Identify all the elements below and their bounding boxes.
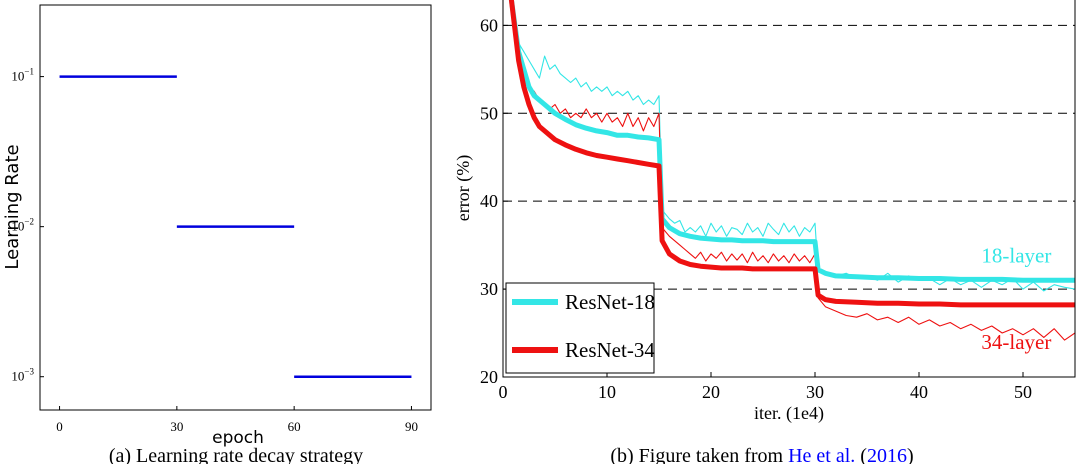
panel-b-x-tick-label: 50 xyxy=(1014,382,1032,402)
panel-b-series xyxy=(508,0,1075,341)
panel-b-x-axis-label: iter. (1e4) xyxy=(754,403,824,424)
panel-a-y-tick-exponent: −3 xyxy=(24,367,34,377)
panel-a-series xyxy=(59,75,412,378)
panel-b-caption-prefix: (b) Figure taken from xyxy=(610,445,788,464)
panel-a-y-tick-label: 10−1 xyxy=(11,67,34,84)
citation-close-paren: ) xyxy=(907,445,914,464)
resnet-18-train-curve xyxy=(508,0,1075,283)
panel-a-plot-frame xyxy=(39,4,432,411)
citation-open-paren: ( xyxy=(855,445,867,464)
panel-b-x-tick-label: 0 xyxy=(499,382,508,402)
panel-b-x-ticks: 0 10 20 30 40 50 xyxy=(499,372,1032,402)
panel-a-x-tick-label: 60 xyxy=(288,419,301,434)
panel-b-x-tick-label: 30 xyxy=(806,382,824,402)
annotation-18-layer: 18-layer xyxy=(981,244,1051,268)
panel-b: 20 30 40 50 60 0 10 20 30 40 50 iter. (1e4) error… xyxy=(453,0,1076,464)
panel-a: 10−110−210−3 0 30 60 90 epoch Learning Rate… xyxy=(2,4,432,464)
panel-a-y-tick-base: 10 xyxy=(11,219,24,234)
panel-a-y-tick-exponent: −1 xyxy=(24,67,34,77)
panel-b-y-tick-label: 40 xyxy=(480,191,498,211)
panel-b-y-tick-label: 60 xyxy=(480,15,498,35)
legend-label-resnet-34: ResNet-34 xyxy=(565,338,655,362)
panel-a-y-axis-label: Learning Rate xyxy=(2,144,23,269)
legend: ResNet-18 ResNet-34 xyxy=(505,282,655,374)
panel-b-x-tick-label: 10 xyxy=(598,382,616,402)
panel-a-y-tick-exponent: −2 xyxy=(24,217,34,227)
panel-b-y-ticks: 20 30 40 50 60 xyxy=(480,15,508,387)
panel-b-caption: (b) Figure taken from He et al. (2016) xyxy=(610,445,913,464)
panel-a-y-ticks: 10−110−210−3 xyxy=(11,67,44,384)
panel-b-x-tick-label: 20 xyxy=(702,382,720,402)
panel-b-y-tick-label: 30 xyxy=(480,279,498,299)
panel-a-x-tick-label: 0 xyxy=(56,419,63,434)
panel-a-x-ticks: 0 30 60 90 xyxy=(56,406,418,434)
panel-b-x-tick-label: 40 xyxy=(910,382,928,402)
panel-b-plot-frame xyxy=(502,0,1076,378)
panel-b-y-tick-label: 50 xyxy=(480,103,498,123)
annotation-34-layer: 34-layer xyxy=(981,330,1051,354)
citation-author-link[interactable]: He et al. xyxy=(788,445,855,464)
resnet-34-train-curve xyxy=(508,0,1075,308)
panel-a-x-tick-label: 90 xyxy=(405,419,418,434)
panel-a-y-tick-label: 10−3 xyxy=(11,367,34,384)
panel-a-y-tick-base: 10 xyxy=(11,369,24,384)
panel-a-x-axis-label: epoch xyxy=(212,428,264,448)
panel-b-y-tick-label: 20 xyxy=(480,367,498,387)
resnet-34-val-curve xyxy=(512,16,1075,341)
citation-year-link[interactable]: 2016 xyxy=(867,445,907,464)
legend-box xyxy=(505,282,655,374)
panel-a-y-tick-base: 10 xyxy=(11,69,24,84)
panel-a-y-tick-label: 10−2 xyxy=(11,217,34,234)
panel-b-y-axis-label: error (%) xyxy=(453,155,474,221)
legend-label-resnet-18: ResNet-18 xyxy=(565,290,655,314)
panel-a-x-tick-label: 30 xyxy=(170,419,183,434)
panel-a-caption: (a) Learning rate decay strategy xyxy=(109,445,363,464)
